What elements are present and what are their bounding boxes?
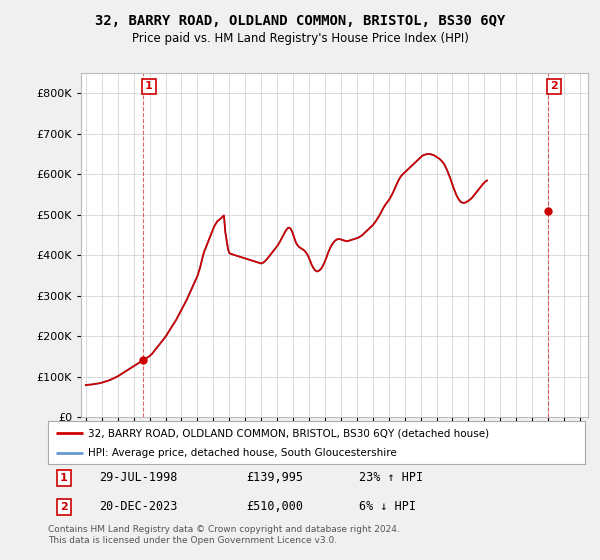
Text: 23% ↑ HPI: 23% ↑ HPI <box>359 472 424 484</box>
Text: 6% ↓ HPI: 6% ↓ HPI <box>359 500 416 513</box>
Text: 2: 2 <box>550 81 558 91</box>
Text: 2: 2 <box>60 502 68 512</box>
Text: 32, BARRY ROAD, OLDLAND COMMON, BRISTOL, BS30 6QY (detached house): 32, BARRY ROAD, OLDLAND COMMON, BRISTOL,… <box>88 428 490 438</box>
Text: HPI: Average price, detached house, South Gloucestershire: HPI: Average price, detached house, Sout… <box>88 448 397 458</box>
Text: Contains HM Land Registry data © Crown copyright and database right 2024.
This d: Contains HM Land Registry data © Crown c… <box>48 525 400 545</box>
Text: £139,995: £139,995 <box>247 472 304 484</box>
Text: 20-DEC-2023: 20-DEC-2023 <box>99 500 178 513</box>
Text: 32, BARRY ROAD, OLDLAND COMMON, BRISTOL, BS30 6QY: 32, BARRY ROAD, OLDLAND COMMON, BRISTOL,… <box>95 14 505 28</box>
Text: 1: 1 <box>60 473 68 483</box>
Text: 29-JUL-1998: 29-JUL-1998 <box>99 472 178 484</box>
Text: Price paid vs. HM Land Registry's House Price Index (HPI): Price paid vs. HM Land Registry's House … <box>131 32 469 45</box>
Text: 1: 1 <box>145 81 153 91</box>
Text: £510,000: £510,000 <box>247 500 304 513</box>
